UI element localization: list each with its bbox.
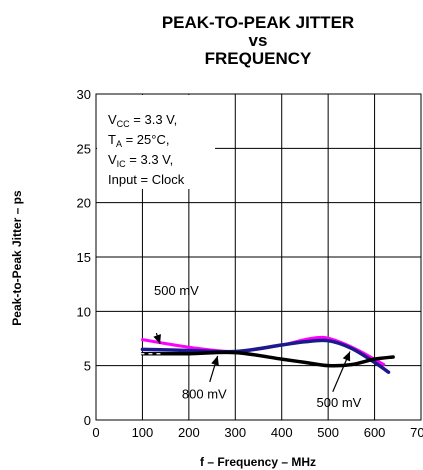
annotation-arrowhead — [153, 334, 161, 344]
x-tick-label: 400 — [271, 425, 293, 440]
series-lines — [140, 335, 395, 374]
y-tick-label: 15 — [77, 250, 91, 265]
y-axis-label: Peak-to-Peak Jitter – ps — [10, 190, 24, 326]
condition-line: VIC = 3.3 V, — [108, 152, 173, 169]
x-tick-label: 500 — [317, 425, 339, 440]
y-tick-label: 20 — [77, 196, 91, 211]
chart-title-line-1: PEAK-TO-PEAK JITTER — [162, 13, 354, 32]
condition-line: Input = Clock — [108, 172, 185, 187]
test-conditions-box: VCC = 3.3 V, TA = 25°C, VIC = 3.3 V, Input … — [97, 95, 215, 189]
axis-ticks: 0 100 200 300 400 500 600 700 0 5 10 15 20 25 30 — [77, 87, 423, 440]
x-tick-label: 200 — [178, 425, 200, 440]
condition-line: VCC = 3.3 V, — [108, 112, 177, 129]
plot-grid — [95, 93, 422, 421]
y-tick-label: 25 — [77, 141, 91, 156]
chart-title-line-2: vs — [249, 31, 268, 50]
annotation-label: 500 mV — [154, 283, 199, 298]
conditions-background — [97, 95, 215, 189]
annotation-arrowhead — [211, 355, 219, 366]
x-tick-label: 300 — [224, 425, 246, 440]
series-line-2 — [140, 338, 391, 374]
x-tick-label: 700 — [410, 425, 423, 440]
annotations: 500 mV 800 mV 500 mV — [153, 283, 362, 410]
annotation-arrowhead — [342, 351, 351, 362]
x-tick-label: 0 — [92, 425, 99, 440]
annotation-label: 500 mV — [317, 395, 362, 410]
series-line-3 — [140, 350, 395, 368]
y-tick-label: 30 — [77, 87, 91, 102]
annotation-label: 800 mV — [182, 386, 227, 401]
chart-title-line-3: FREQUENCY — [205, 49, 312, 68]
x-tick-label: 600 — [364, 425, 386, 440]
x-tick-label: 100 — [132, 425, 154, 440]
x-axis-label: f – Frequency – MHz — [200, 455, 316, 469]
y-tick-label: 5 — [84, 359, 91, 374]
condition-line: TA = 25°C, — [108, 132, 169, 149]
y-tick-label: 10 — [77, 304, 91, 319]
y-tick-label: 0 — [84, 413, 91, 428]
